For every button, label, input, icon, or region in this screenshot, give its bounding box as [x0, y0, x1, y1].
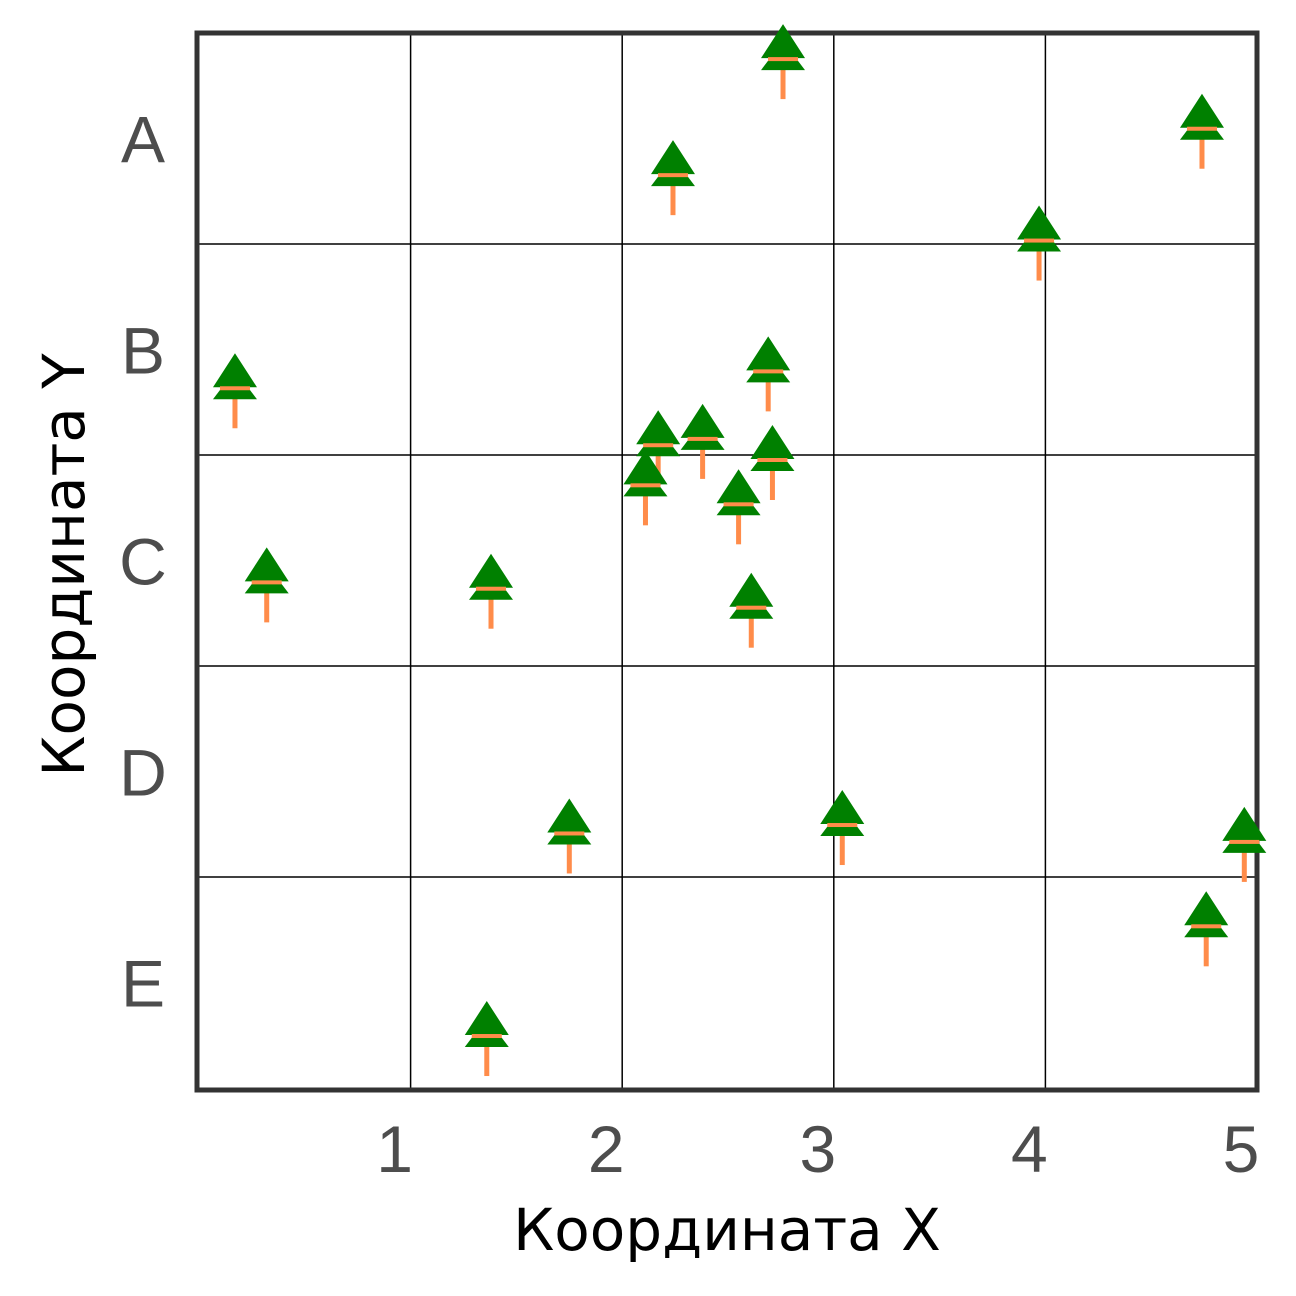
grid-lines: [199, 33, 1257, 1088]
tree-crown-bottom: [729, 589, 774, 619]
tree-branch: [1186, 126, 1217, 131]
y-tick-label: D: [119, 736, 167, 810]
tree-trunk: [700, 433, 706, 479]
x-axis-title: Координата X: [513, 1196, 941, 1264]
tree-crown-top: [212, 353, 257, 388]
tree-icon: [680, 403, 725, 479]
tree-trunk: [655, 440, 661, 486]
tree-branch: [723, 502, 754, 507]
tree-branch: [630, 483, 661, 488]
tree-crown-bottom: [469, 570, 514, 600]
y-tick-label: E: [121, 947, 165, 1021]
tree-branch: [554, 831, 585, 836]
y-tick-labels: A B C D E: [119, 103, 167, 1021]
x-tick-label: 3: [799, 1112, 836, 1186]
tree-icon: [1222, 806, 1267, 882]
tree-branch: [736, 605, 767, 610]
tree-icon: [750, 425, 795, 500]
tree-branch: [768, 57, 799, 62]
tree-trunk: [488, 583, 494, 629]
tree-trunk: [780, 54, 786, 100]
x-tick-label: 5: [1223, 1112, 1260, 1186]
tree-icon: [1017, 205, 1062, 281]
tree-crown-bottom: [746, 353, 791, 383]
tree-icon: [547, 798, 592, 874]
tree-crown-bottom: [464, 1018, 509, 1048]
tree-trunk: [736, 499, 742, 545]
tree-crown-bottom: [1184, 908, 1229, 938]
tree-crown-bottom: [680, 420, 725, 450]
tree-markers: [212, 24, 1267, 1077]
x-tick-labels: 1 2 3 4 5: [376, 1112, 1259, 1186]
x-tick-label: 4: [1011, 1112, 1048, 1186]
tree-trunk: [765, 366, 771, 412]
x-tick-label: 2: [588, 1112, 625, 1186]
tree-icon: [623, 450, 668, 526]
tree-branch: [827, 823, 858, 828]
tree-crown-bottom: [1222, 823, 1267, 853]
tree-trunk: [484, 1031, 490, 1077]
tree-trunk: [769, 455, 775, 500]
tree-crown-bottom: [212, 370, 257, 400]
tree-branch: [1191, 924, 1222, 929]
y-axis-title: Координата Y: [30, 353, 98, 777]
tree-crown-bottom: [761, 41, 806, 71]
tree-icon: [212, 353, 257, 429]
tree-icon: [716, 469, 761, 545]
tree-crown-bottom: [750, 442, 795, 471]
tree-trunk: [566, 828, 572, 874]
tree-crown-bottom: [650, 157, 695, 187]
tree-icon: [650, 140, 695, 216]
tree-trunk: [1199, 123, 1205, 169]
tree-trunk: [748, 602, 754, 648]
tree-branch: [1024, 238, 1055, 243]
tree-icon: [1184, 891, 1229, 967]
tree-branch: [687, 436, 718, 441]
tree-icon: [244, 547, 289, 623]
tree-trunk: [264, 577, 270, 623]
tree-trunk: [1203, 921, 1209, 967]
y-tick-label: A: [121, 103, 165, 177]
tree-trunk: [1241, 836, 1247, 882]
tree-trunk: [670, 170, 676, 216]
tree-icon: [464, 1001, 509, 1077]
tree-crown-bottom: [1179, 110, 1224, 140]
tree-branch: [219, 386, 250, 391]
tree-icon: [820, 790, 865, 866]
plot-frame: [194, 30, 1260, 1093]
tree-icon: [636, 410, 681, 486]
tree-branch: [1229, 839, 1260, 844]
tree-crown-bottom: [547, 815, 592, 845]
tree-branch: [757, 458, 788, 462]
tree-trunk: [839, 820, 845, 866]
tree-icon: [746, 336, 791, 412]
x-tick-label: 1: [376, 1112, 413, 1186]
tree-branch: [753, 369, 784, 374]
tree-icon: [729, 572, 774, 648]
tree-crown-bottom: [623, 467, 668, 497]
tree-crown-bottom: [636, 427, 681, 457]
tree-icon: [1179, 93, 1224, 169]
tree-crown-bottom: [716, 486, 761, 516]
tree-branch: [643, 443, 674, 448]
tree-trunk: [232, 383, 238, 429]
tree-crown-bottom: [244, 564, 289, 594]
tree-branch: [251, 580, 282, 585]
tree-trunk: [642, 480, 648, 526]
tree-branch: [471, 1034, 502, 1039]
tree-icon: [761, 24, 806, 100]
tree-branch: [476, 586, 507, 591]
tree-crown-bottom: [1017, 222, 1062, 252]
tree-crown-bottom: [820, 807, 865, 837]
tree-icon: [469, 553, 514, 629]
tree-branch: [657, 173, 688, 178]
y-tick-label: B: [121, 314, 165, 388]
y-tick-label: C: [119, 525, 167, 599]
tree-trunk: [1036, 235, 1042, 281]
